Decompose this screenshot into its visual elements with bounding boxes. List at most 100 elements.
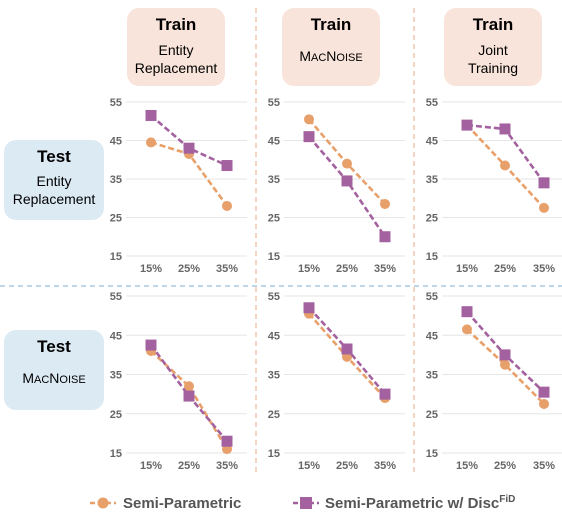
test-header-label: MACNOISE <box>22 370 85 386</box>
data-point-semi-parametric-disc <box>183 390 195 402</box>
y-tick-label: 35 <box>426 174 438 186</box>
legend-label-main: Semi-Parametric w/ Disc <box>325 495 499 512</box>
data-point-semi-parametric-disc <box>303 131 315 143</box>
data-point-semi-parametric-disc <box>145 109 157 121</box>
test-header-box <box>4 330 104 410</box>
data-point-semi-parametric <box>539 202 549 213</box>
x-tick-label: 25% <box>336 460 358 472</box>
y-tick-label: 35 <box>268 370 280 382</box>
chart-panel-2-3: 55 45 35 25 15 15% 25% 35% <box>426 291 562 472</box>
legend-marker <box>300 497 312 509</box>
train-header-label-line2: Training <box>468 60 518 76</box>
data-point-semi-parametric-disc <box>221 435 233 447</box>
x-tick-label: 15% <box>298 460 320 472</box>
data-point-semi-parametric <box>462 324 472 335</box>
test-header-label-line1: Entity <box>36 173 71 189</box>
data-point-semi-parametric-disc <box>379 231 391 243</box>
y-tick-label: 15 <box>268 251 280 263</box>
legend-label: Semi-Parametric <box>123 495 241 512</box>
train-header-2: Train MACNOISE <box>282 8 380 86</box>
data-point-semi-parametric-disc <box>145 339 157 351</box>
x-tick-label: 35% <box>216 263 238 275</box>
data-point-semi-parametric-disc <box>341 343 353 355</box>
y-tick-label: 55 <box>426 97 438 109</box>
x-tick-label: 25% <box>178 263 200 275</box>
chart-panel-1-3: 55 45 35 25 15 15% 25% 35% <box>426 97 562 275</box>
data-point-semi-parametric <box>342 158 352 169</box>
y-tick-label: 25 <box>110 213 122 225</box>
data-point-semi-parametric-disc <box>379 388 391 400</box>
y-tick-label: 15 <box>426 251 438 263</box>
dividers <box>0 8 562 476</box>
data-point-semi-parametric-disc <box>538 177 550 189</box>
data-point-semi-parametric <box>539 398 549 409</box>
y-tick-label: 25 <box>426 409 438 421</box>
train-header-box <box>127 8 225 86</box>
test-header-title: Test <box>37 337 71 356</box>
legend: Semi-Parametric Semi-Parametric w/ DiscFi… <box>90 494 515 512</box>
data-point-semi-parametric <box>500 160 510 171</box>
x-tick-label: 25% <box>178 460 200 472</box>
chart-panel-2-1: 55 45 35 25 15 15% 25% 35% <box>110 291 247 472</box>
data-point-semi-parametric <box>222 200 232 211</box>
data-point-semi-parametric-disc <box>499 123 511 135</box>
legend-label: Semi-Parametric w/ DiscFiD <box>325 494 515 512</box>
data-point-semi-parametric-disc <box>341 175 353 187</box>
data-point-semi-parametric <box>184 381 194 392</box>
y-tick-label: 35 <box>426 370 438 382</box>
x-tick-label: 15% <box>456 263 478 275</box>
train-header-label: MACNOISE <box>299 48 362 64</box>
headers: TrainEntityReplacementTrainMACNOISETrain… <box>4 8 542 410</box>
y-tick-label: 45 <box>426 330 438 342</box>
y-tick-label: 25 <box>268 409 280 421</box>
data-point-semi-parametric-disc <box>461 119 473 131</box>
y-tick-label: 15 <box>268 448 280 460</box>
data-point-semi-parametric <box>380 199 390 210</box>
y-tick-label: 35 <box>110 370 122 382</box>
data-point-semi-parametric <box>146 137 156 148</box>
train-header-title: Train <box>311 15 352 34</box>
y-tick-label: 25 <box>426 213 438 225</box>
x-tick-label: 15% <box>140 460 162 472</box>
train-header-title: Train <box>156 15 197 34</box>
y-tick-label: 45 <box>426 136 438 148</box>
x-tick-label: 15% <box>140 263 162 275</box>
x-tick-label: 35% <box>374 460 396 472</box>
y-tick-label: 45 <box>268 136 280 148</box>
x-tick-label: 15% <box>456 460 478 472</box>
train-header-label-line1: Entity <box>158 42 193 58</box>
x-tick-label: 25% <box>494 263 516 275</box>
data-point-semi-parametric <box>304 114 314 125</box>
data-point-semi-parametric-disc <box>461 306 473 318</box>
y-tick-label: 45 <box>110 136 122 148</box>
x-tick-label: 35% <box>374 263 396 275</box>
chart-panel-1-2: 55 45 35 25 15 15% 25% 35% <box>268 97 405 275</box>
y-tick-label: 15 <box>110 448 122 460</box>
chart-panel-2-2: 55 45 35 25 15 15% 25% 35% <box>268 291 405 472</box>
legend-marker <box>97 497 109 509</box>
test-header-2: Test MACNOISE <box>4 330 104 410</box>
legend-item-semi-parametric: Semi-Parametric <box>90 495 241 512</box>
data-point-semi-parametric-disc <box>221 160 233 172</box>
data-point-semi-parametric-disc <box>499 349 511 361</box>
y-tick-label: 35 <box>268 174 280 186</box>
x-tick-label: 15% <box>298 263 320 275</box>
legend-item-semi-parametric-disc: Semi-Parametric w/ DiscFiD <box>293 494 515 512</box>
y-tick-label: 55 <box>110 97 122 109</box>
train-header-1: Train Entity Replacement <box>127 8 225 86</box>
train-header-label-line2: Replacement <box>135 60 218 76</box>
data-point-semi-parametric-disc <box>183 142 195 154</box>
test-header-label-line2: Replacement <box>13 191 96 207</box>
y-tick-label: 25 <box>268 213 280 225</box>
x-tick-label: 35% <box>216 460 238 472</box>
test-header-1: Test Entity Replacement <box>4 140 104 220</box>
data-point-semi-parametric-disc <box>538 386 550 398</box>
data-point-semi-parametric-disc <box>303 302 315 314</box>
y-tick-label: 25 <box>110 409 122 421</box>
test-header-title: Test <box>37 147 71 166</box>
y-tick-label: 15 <box>426 448 438 460</box>
y-tick-label: 45 <box>268 330 280 342</box>
train-header-box <box>282 8 380 86</box>
